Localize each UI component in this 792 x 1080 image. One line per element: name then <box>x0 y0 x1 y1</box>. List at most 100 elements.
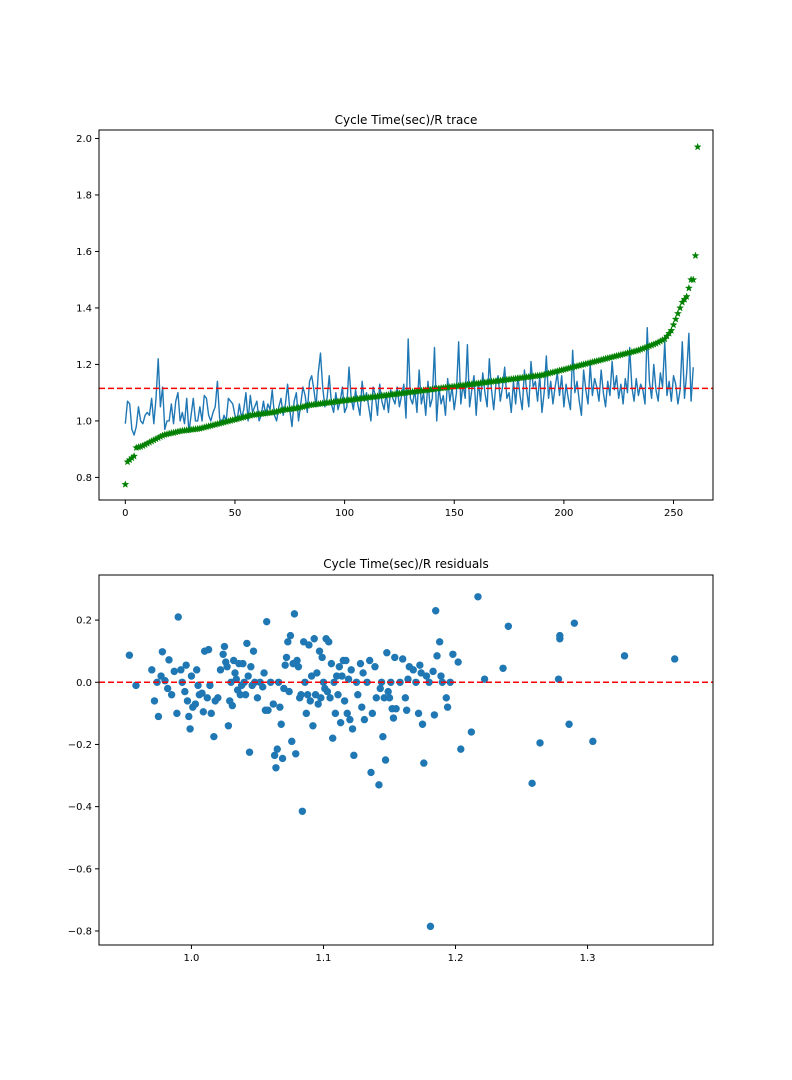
star-point <box>676 303 685 312</box>
scatter-point <box>442 694 450 702</box>
plot-area <box>99 142 713 488</box>
scatter-point <box>368 709 377 718</box>
y-tick-label: −0.8 <box>68 927 92 938</box>
scatter-point <box>231 669 239 677</box>
scatter-point <box>277 720 285 728</box>
x-tick-label: 1.2 <box>448 953 464 964</box>
scatter-point <box>504 622 513 631</box>
scatter-point <box>158 648 167 656</box>
star-point <box>682 292 691 301</box>
scatter-point <box>264 706 272 714</box>
scatter-point <box>309 722 317 730</box>
scatter-point <box>285 687 293 696</box>
scatter-point <box>350 751 358 760</box>
plot-frame <box>98 129 714 501</box>
scatter-point <box>332 672 341 680</box>
scatter-point <box>432 607 440 615</box>
y-tick-label: 0.2 <box>76 616 92 627</box>
scatter-point <box>241 691 250 699</box>
scatter-point <box>292 750 300 758</box>
scatter-point <box>306 697 314 705</box>
scatter-point <box>554 675 563 683</box>
scatter-point <box>319 678 328 686</box>
scatter-point <box>191 700 200 708</box>
scatter-point <box>671 655 679 663</box>
scatter-point <box>276 703 284 711</box>
scatter-point <box>206 681 214 690</box>
scatter-point <box>620 652 629 660</box>
scatter-point <box>253 694 262 702</box>
scatter-point <box>314 700 322 708</box>
x-tick-label: 250 <box>664 508 683 519</box>
scatter-point <box>363 678 371 686</box>
scatter-point <box>132 681 140 690</box>
scatter-point <box>499 664 507 672</box>
plot-area <box>99 593 713 931</box>
scatter-point <box>220 642 229 651</box>
star-point <box>691 251 700 260</box>
x-tick-label: 0 <box>122 508 128 519</box>
scatter-point <box>348 725 357 733</box>
scatter-point <box>249 647 258 655</box>
scatter-point <box>372 694 380 702</box>
scatter-point <box>344 675 353 683</box>
scatter-point <box>418 720 427 728</box>
scatter-point <box>198 689 206 697</box>
scatter-point <box>313 669 321 677</box>
scatter-point <box>223 663 231 671</box>
y-tick-label: 1.6 <box>76 247 92 258</box>
y-tick-label: −0.2 <box>68 740 92 751</box>
scatter-point <box>381 756 390 764</box>
scatter-point <box>173 709 181 718</box>
scatter-point <box>185 712 193 721</box>
scatter-point <box>409 666 417 674</box>
plot-frame <box>98 574 714 946</box>
star-point <box>671 315 680 323</box>
scatter-point <box>371 663 379 671</box>
x-tick-label: 1.0 <box>183 953 199 964</box>
scatter-point <box>224 722 233 730</box>
scatter-point <box>536 739 544 747</box>
scatter-point <box>154 712 163 721</box>
scatter-point <box>404 675 412 683</box>
scatter-point <box>346 715 354 724</box>
scatter-point <box>570 619 579 627</box>
x-tick-label: 1.3 <box>580 953 596 964</box>
scatter-point <box>236 691 244 699</box>
y-axis: 0.2 0.0 −0.2 −0.4 −0.6 −0.8 <box>68 616 99 938</box>
scatter-point <box>278 754 287 763</box>
scatter-point <box>305 641 313 649</box>
scatter-point <box>177 666 185 674</box>
star-point <box>684 284 693 292</box>
scatter-point <box>232 675 241 683</box>
scatter-point <box>449 650 457 658</box>
scatter-point <box>420 759 428 767</box>
scatter-point <box>433 652 441 660</box>
scatter-point <box>301 678 309 686</box>
scatter-point <box>284 638 292 646</box>
residuals-chart: Cycle Time(sec)/R residuals 1.0 1.1 1.2 1.3… <box>68 557 714 964</box>
scatter-point <box>429 667 437 676</box>
scatter-point <box>325 638 333 646</box>
scatter-point <box>193 666 201 674</box>
scatter-point <box>199 708 208 716</box>
scatter-point <box>203 694 211 702</box>
scatter-point <box>303 691 312 699</box>
y-tick-label: 1.4 <box>76 303 92 314</box>
scatter-point <box>148 666 156 674</box>
scatter-point <box>204 645 213 654</box>
scatter-point <box>297 691 305 699</box>
scatter-point <box>239 659 247 668</box>
scatter-point <box>398 655 407 663</box>
scatter-point <box>367 768 375 777</box>
scatter-point <box>335 663 344 671</box>
star-point <box>130 452 139 460</box>
y-axis: 0.8 1.0 1.2 1.4 1.6 1.8 2.0 <box>76 134 99 484</box>
scatter-point <box>323 687 332 696</box>
scatter-point <box>435 638 444 646</box>
scatter-point <box>379 732 387 741</box>
scatter-point <box>329 734 337 742</box>
scatter-point <box>474 593 482 601</box>
scatter-point <box>402 706 411 714</box>
